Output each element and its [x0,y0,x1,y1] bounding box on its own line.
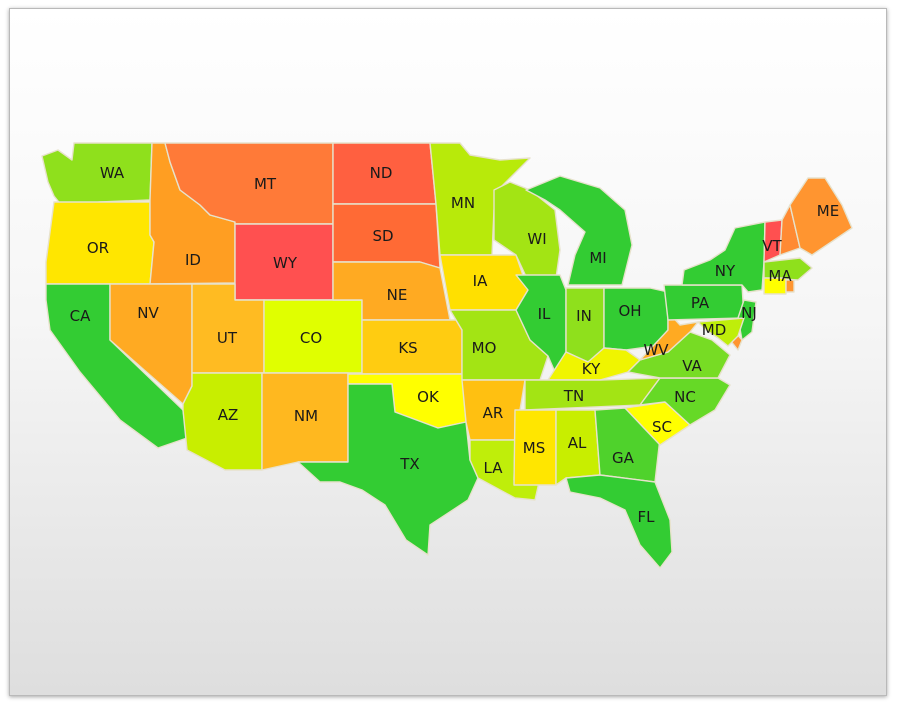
state-FL[interactable] [565,474,673,569]
state-NJ[interactable] [737,299,757,341]
label-CO: CO [300,329,322,347]
label-ME: ME [817,202,839,220]
label-WI: WI [527,230,546,248]
label-NY: NY [715,262,736,280]
label-MO: MO [472,339,497,357]
label-ND: ND [370,164,393,182]
label-NV: NV [137,304,159,322]
state-IL[interactable] [515,274,567,373]
label-OR: OR [87,239,109,257]
label-CA: CA [70,307,91,325]
state-WI[interactable] [493,181,561,286]
label-OH: OH [618,302,641,320]
state-TX[interactable] [297,383,479,556]
label-AZ: AZ [218,406,239,424]
label-IN: IN [576,307,592,325]
label-MA: MA [768,267,792,285]
state-MA[interactable] [763,257,813,281]
label-SC: SC [652,418,672,436]
label-WY: WY [273,254,298,272]
state-WA[interactable] [41,142,153,207]
label-LA: LA [484,459,504,477]
state-MD[interactable] [697,317,745,347]
label-MD: MD [702,321,727,339]
label-VA: VA [682,357,702,375]
label-WA: WA [100,164,125,182]
label-UT: UT [217,329,238,347]
state-MI[interactable] [525,175,633,286]
label-KS: KS [398,339,417,357]
label-NM: NM [294,407,318,425]
label-OK: OK [417,388,440,406]
label-MI: MI [589,249,606,267]
state-labels-layer: WA OR CA ID NV MT WY UT CO AZ NM ND SD N… [70,164,840,526]
state-WV[interactable] [639,311,699,361]
label-VT: VT [762,237,782,255]
label-MN: MN [451,194,475,212]
label-IA: IA [473,272,488,290]
label-TX: TX [399,455,419,473]
label-PA: PA [691,294,710,312]
label-AL: AL [568,434,587,452]
label-NJ: NJ [741,304,757,322]
state-NY[interactable] [681,221,766,293]
state-IN[interactable] [565,287,605,363]
states-layer [41,142,853,569]
label-GA: GA [612,449,635,467]
state-ME[interactable] [789,177,853,256]
label-TN: TN [563,387,584,405]
label-NE: NE [387,286,408,304]
label-IL: IL [538,305,551,323]
label-AR: AR [483,404,504,422]
state-KY[interactable] [547,347,641,381]
label-FL: FL [638,508,656,526]
label-MT: MT [254,175,277,193]
label-SD: SD [372,227,393,245]
state-RI[interactable] [785,279,795,293]
label-KY: KY [582,360,601,378]
label-WV: WV [643,341,669,359]
state-CT[interactable] [763,277,787,295]
label-MS: MS [523,439,545,457]
label-ID: ID [185,251,201,269]
label-NC: NC [674,388,696,406]
